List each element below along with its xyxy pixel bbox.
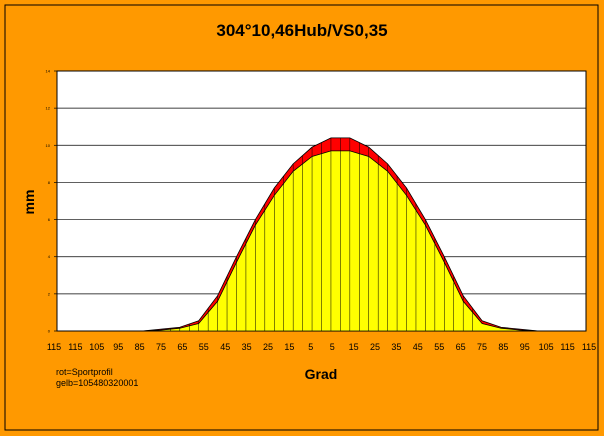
x-tick-label: 115 [68,342,82,352]
x-tick-label: 75 [477,342,487,352]
y-axis-label: mm [21,190,37,215]
x-tick-label: 95 [113,342,123,352]
y-tick-label: 14 [46,69,51,74]
x-tick-label: 45 [220,342,230,352]
y-tick-label: 4 [48,254,51,259]
legend-line-rot: rot=Sportprofil [56,367,113,377]
y-tick-labels: 0 2 4 6 8 10 12 14 [46,69,57,334]
y-tick-label: 10 [46,143,51,148]
chart-title: 304°10,46Hub/VS0,35 [216,21,387,40]
x-tick-label: 75 [156,342,166,352]
y-tick-label: 12 [46,106,51,111]
x-tick-label: 25 [263,342,273,352]
x-tick-label: 65 [456,342,466,352]
y-tick-label: 6 [48,217,51,222]
segment-lines [170,137,473,331]
x-tick-label: 15 [284,342,294,352]
x-tick-label: 25 [370,342,380,352]
x-tick-label: 85 [135,342,145,352]
x-tick-label: 115 [560,342,574,352]
y-tick-label: 8 [48,180,51,185]
x-tick-label: 115 [47,342,61,352]
x-tick-label: 15 [349,342,359,352]
x-tick-label: 65 [177,342,187,352]
x-tick-label: 45 [413,342,423,352]
x-tick-label: 95 [520,342,530,352]
x-tick-label: 105 [539,342,554,352]
x-tick-labels: 115 115 105 95 85 75 65 55 45 35 25 15 5 5 15 25 35 45 55 6… [47,342,596,352]
x-tick-label: 105 [89,342,104,352]
x-tick-label: 35 [391,342,401,352]
y-tick-label: 2 [48,291,51,296]
x-tick-label: 85 [498,342,508,352]
x-axis-label: Grad [305,366,338,382]
chart-frame [4,4,599,431]
x-tick-label: 55 [434,342,444,352]
x-tick-label: 115 [582,342,596,352]
legend-line-gelb: gelb=105480320001 [56,378,138,388]
y-tick-label: 0 [48,329,51,334]
x-tick-label: 35 [242,342,252,352]
x-tick-label: 5 [330,342,335,352]
x-tick-label: 55 [199,342,209,352]
x-tick-label: 5 [308,342,313,352]
